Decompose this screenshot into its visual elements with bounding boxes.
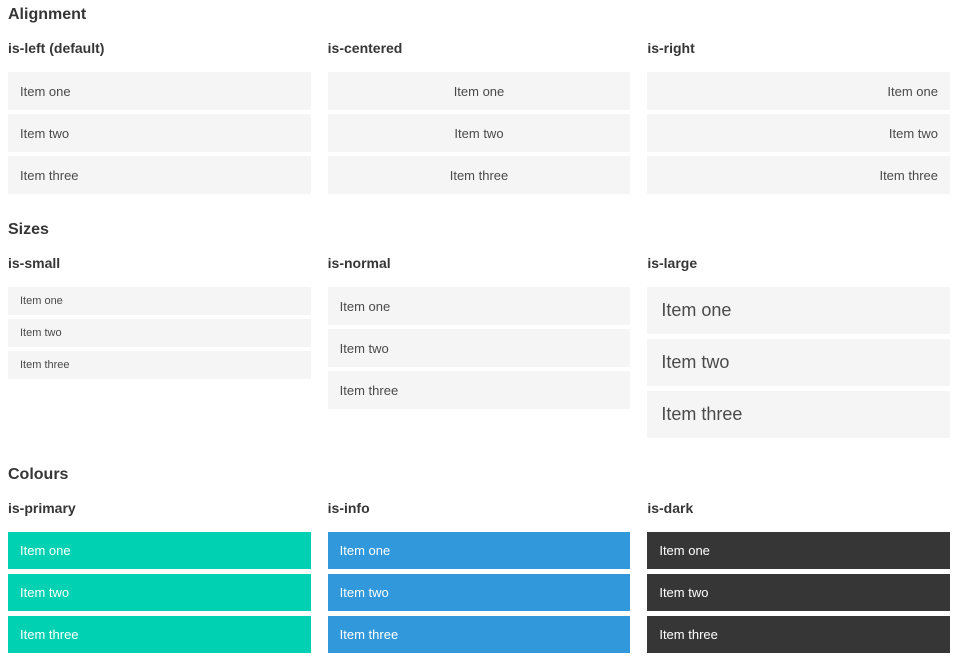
group-label: is-dark <box>647 500 694 516</box>
list-item[interactable]: Item two <box>8 319 311 347</box>
list-item[interactable]: Item three <box>327 616 631 653</box>
item-list: Item one Item two Item three <box>647 532 950 653</box>
group-label: is-info <box>327 500 370 516</box>
list-item[interactable]: Item one <box>647 532 950 569</box>
section-title: Alignment <box>8 6 87 23</box>
colours-groups: is-primary Item one Item two Item three … <box>8 500 950 658</box>
list-item[interactable]: Item three <box>647 156 950 194</box>
group-label: is-left (default) <box>8 40 105 56</box>
list-item[interactable]: Item three <box>647 616 950 653</box>
list-item[interactable]: Item one <box>327 287 631 325</box>
item-list: Item one Item two Item three <box>647 287 950 438</box>
list-item[interactable]: Item three <box>8 616 311 653</box>
section-sizes: Sizes is-small Item one Item two Item th… <box>8 220 950 443</box>
group-label: is-large <box>647 255 698 271</box>
group-label: is-primary <box>8 500 76 516</box>
list-item[interactable]: Item three <box>327 156 631 194</box>
alignment-groups: is-left (default) Item one Item two Item… <box>8 40 950 198</box>
group-label: is-centered <box>327 40 403 56</box>
group-is-centered: is-centered Item one Item two Item three <box>327 40 631 198</box>
item-list: Item one Item two Item three <box>647 72 950 194</box>
list-item[interactable]: Item two <box>647 339 950 386</box>
list-item[interactable]: Item two <box>8 574 311 611</box>
group-is-large: is-large Item one Item two Item three <box>647 255 950 443</box>
list-item[interactable]: Item one <box>327 72 631 110</box>
list-item[interactable]: Item one <box>8 287 311 315</box>
list-item[interactable]: Item two <box>327 329 631 367</box>
list-item[interactable]: Item three <box>8 156 311 194</box>
item-list: Item one Item two Item three <box>8 287 311 379</box>
list-item[interactable]: Item one <box>647 287 950 334</box>
sizes-groups: is-small Item one Item two Item three is… <box>8 255 950 443</box>
group-is-left: is-left (default) Item one Item two Item… <box>8 40 311 198</box>
list-item[interactable]: Item two <box>647 114 950 152</box>
group-label: is-small <box>8 255 61 271</box>
group-is-info: is-info Item one Item two Item three <box>327 500 631 658</box>
section-title: Colours <box>8 466 69 483</box>
list-item[interactable]: Item two <box>647 574 950 611</box>
section-alignment: Alignment is-left (default) Item one Ite… <box>8 5 950 198</box>
item-list: Item one Item two Item three <box>8 72 311 194</box>
group-label: is-right <box>647 40 695 56</box>
list-item[interactable]: Item one <box>8 72 311 110</box>
item-list: Item one Item two Item three <box>327 532 631 653</box>
list-item[interactable]: Item two <box>8 114 311 152</box>
group-is-primary: is-primary Item one Item two Item three <box>8 500 311 658</box>
group-is-dark: is-dark Item one Item two Item three <box>647 500 950 658</box>
list-item[interactable]: Item three <box>8 351 311 379</box>
list-item[interactable]: Item one <box>8 532 311 569</box>
group-is-small: is-small Item one Item two Item three <box>8 255 311 443</box>
list-item[interactable]: Item two <box>327 114 631 152</box>
group-is-normal: is-normal Item one Item two Item three <box>327 255 631 443</box>
list-item[interactable]: Item three <box>327 371 631 409</box>
item-list: Item one Item two Item three <box>327 287 631 409</box>
list-item[interactable]: Item one <box>647 72 950 110</box>
list-item[interactable]: Item one <box>327 532 631 569</box>
list-item[interactable]: Item three <box>647 391 950 438</box>
item-list: Item one Item two Item three <box>8 532 311 653</box>
group-is-right: is-right Item one Item two Item three <box>647 40 950 198</box>
list-item[interactable]: Item two <box>327 574 631 611</box>
group-label: is-normal <box>327 255 391 271</box>
section-title: Sizes <box>8 221 49 238</box>
item-list: Item one Item two Item three <box>327 72 631 194</box>
section-colours: Colours is-primary Item one Item two Ite… <box>8 465 950 658</box>
